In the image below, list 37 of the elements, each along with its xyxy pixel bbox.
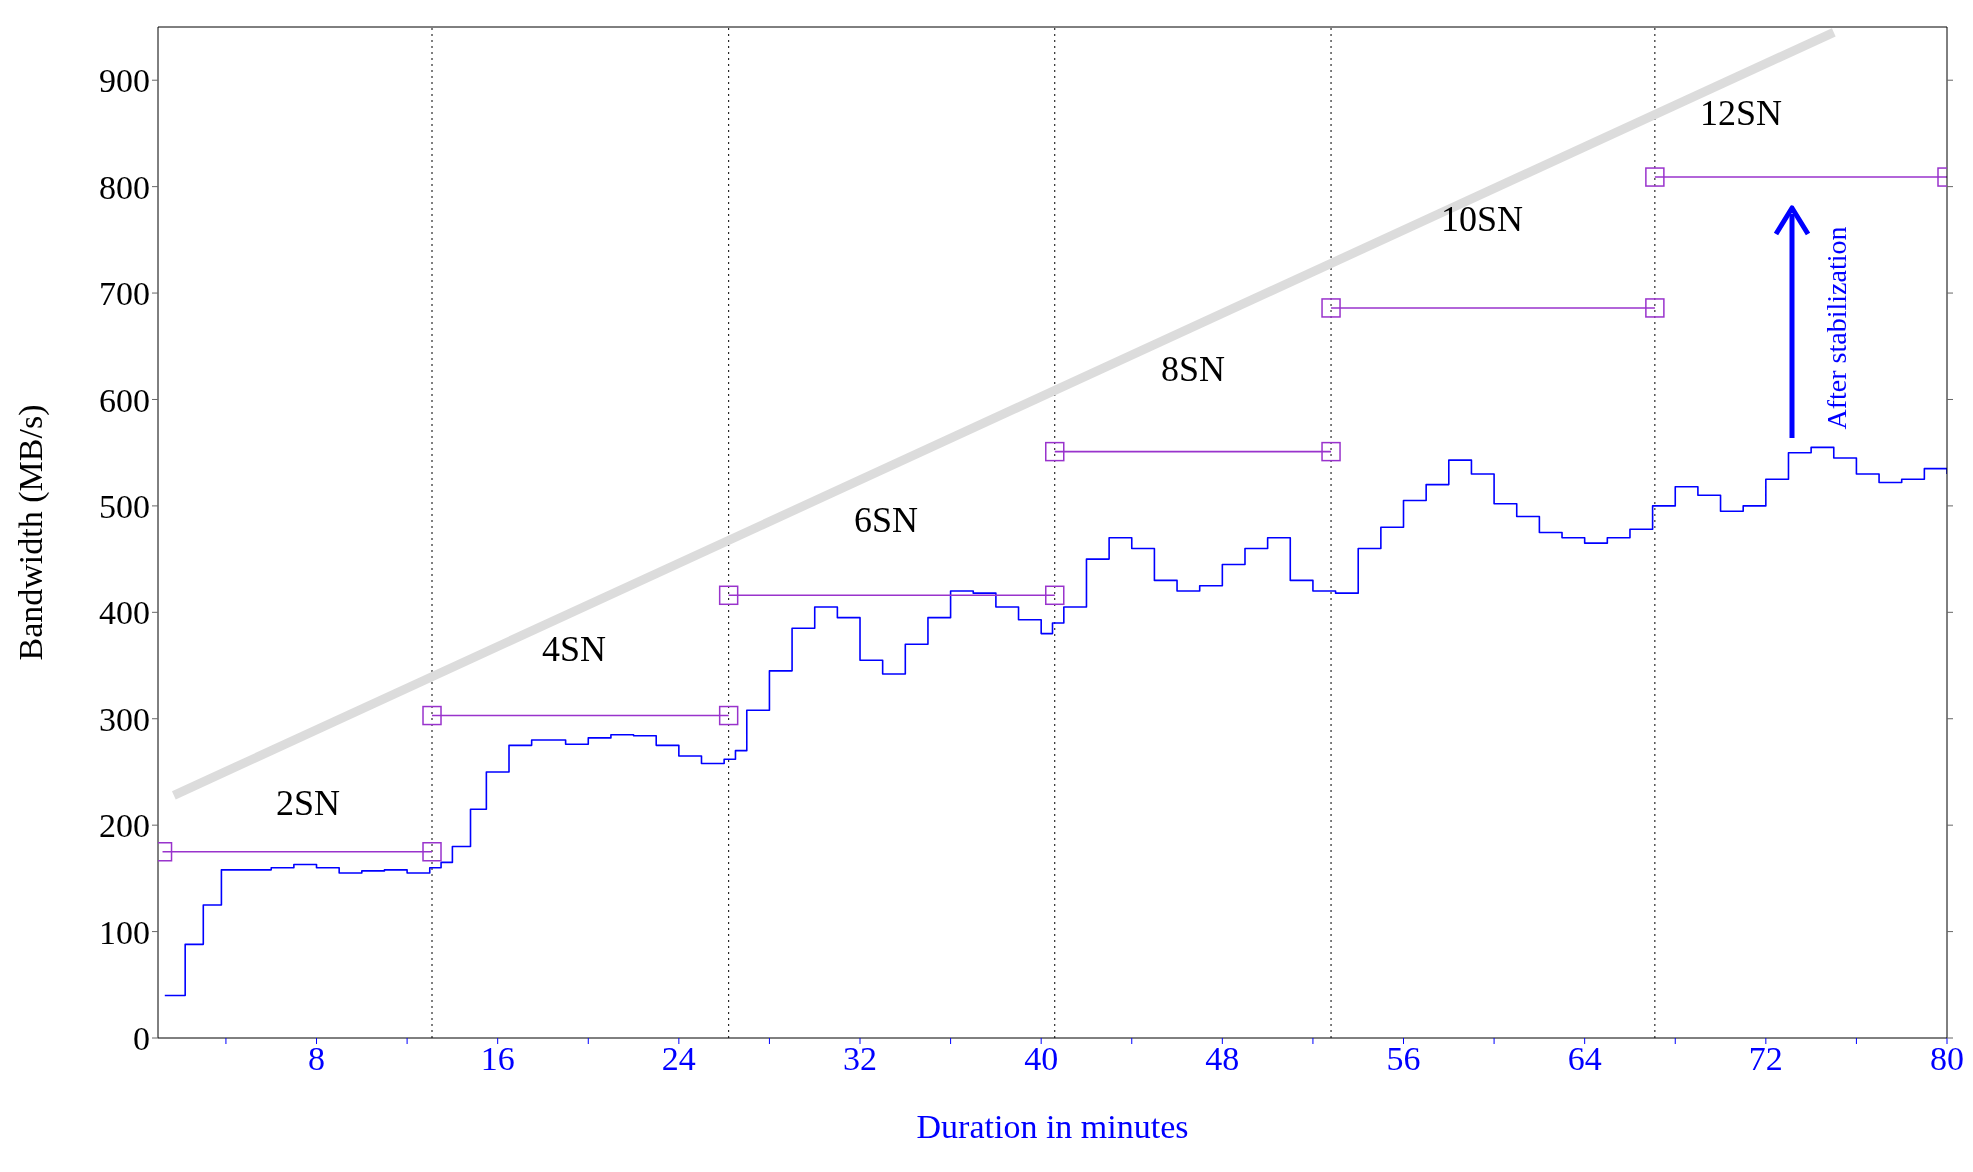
y-tick-label: 0 (133, 1020, 150, 1058)
y-tick-label: 100 (99, 913, 150, 951)
y-axis-title: Bandwidth (MB/s) (12, 404, 51, 661)
point (1321, 441, 1341, 462)
y-tick-label: 800 (99, 168, 150, 206)
x-tick-label: 72 (1748, 1040, 1783, 1078)
x-tick-label: 32 (843, 1040, 878, 1078)
y-tick-label: 400 (99, 594, 150, 632)
point (718, 585, 739, 606)
point (1045, 585, 1065, 606)
annotation: 2SN (275, 782, 341, 824)
annotation: 8SN (1160, 348, 1226, 390)
point (1321, 298, 1341, 318)
y-tick-label: 300 (99, 700, 150, 738)
point (718, 705, 739, 726)
point (422, 705, 442, 726)
annotation: 10SN (1440, 198, 1524, 240)
y-tick-label: 500 (99, 487, 150, 525)
annotation: 4SN (541, 628, 607, 670)
x-tick-label: 64 (1567, 1040, 1602, 1078)
y-tick-label: 200 (99, 807, 150, 845)
x-tick-label: 80 (1930, 1040, 1964, 1078)
y-tick-label: 700 (99, 275, 150, 313)
point (1645, 298, 1665, 318)
y-tick-label: 600 (99, 381, 150, 419)
point (1045, 441, 1065, 462)
annotation: After stabilization (1821, 226, 1852, 430)
x-tick-label: 24 (661, 1040, 696, 1078)
x-tick-label: 56 (1386, 1040, 1421, 1078)
x-tick-label: 8 (308, 1040, 326, 1078)
annotation: 12SN (1699, 92, 1783, 134)
y-tick-label: 900 (99, 62, 150, 100)
annotation: 6SN (853, 499, 919, 541)
x-tick-label: 48 (1205, 1040, 1240, 1078)
x-tick-label: 40 (1024, 1040, 1059, 1078)
x-axis-title: Duration in minutes (916, 1108, 1189, 1145)
x-tick-label: 16 (480, 1040, 515, 1078)
